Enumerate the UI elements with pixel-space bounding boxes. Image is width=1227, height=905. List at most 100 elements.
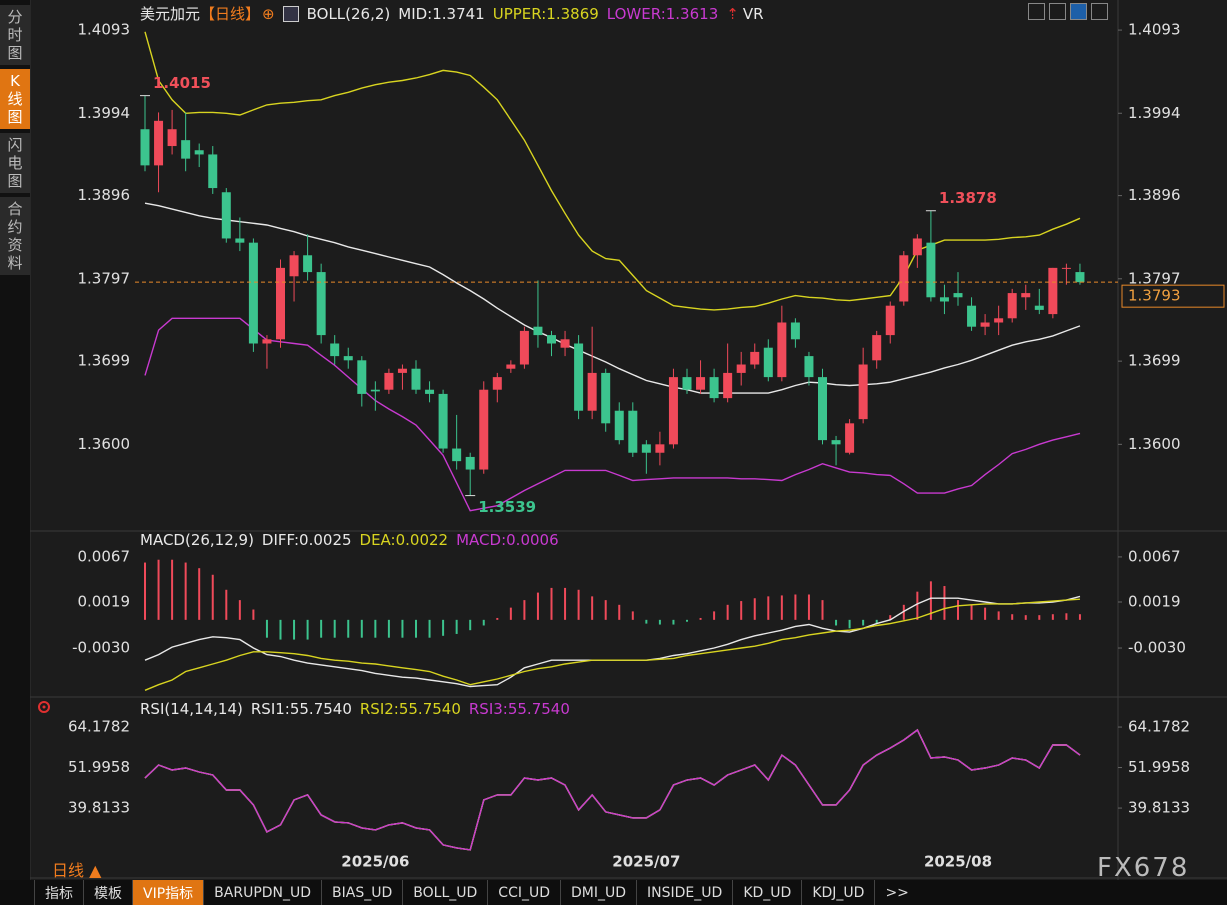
candle-body (154, 120, 164, 166)
indicator-line (144, 728, 1081, 851)
candle-body (289, 255, 299, 277)
icon-button[interactable] (1091, 3, 1108, 20)
last-price-box (1121, 284, 1225, 308)
icon-button[interactable] (1028, 3, 1045, 20)
candle-body (628, 410, 638, 453)
toolbar-tab[interactable]: 模板 (83, 880, 132, 905)
icon-button[interactable] (1070, 3, 1087, 20)
boll-icon[interactable] (282, 5, 299, 22)
candle-body (723, 372, 733, 399)
extreme-label: 1.4015 (153, 74, 211, 92)
candle-body (709, 377, 719, 399)
indicator-line (144, 728, 1081, 851)
toolbar-tab[interactable]: KD_UD (732, 880, 801, 905)
toolbar-tab[interactable]: BOLL_UD (402, 880, 487, 905)
legend-entry: LOWER:1.3613 (606, 4, 719, 23)
candle-body (492, 377, 502, 390)
period-switch[interactable]: 日线 ▲ (52, 861, 102, 880)
candle-body (221, 192, 231, 239)
switch-arrow[interactable]: ⇡ (726, 4, 739, 23)
toolbar-tab[interactable]: >> (874, 880, 918, 905)
candle-body (316, 272, 326, 336)
indicator-name: BOLL(26,2) (306, 4, 391, 23)
y2-tick-label: 1.3797 (1128, 269, 1181, 287)
period-text: 日线 (52, 861, 85, 880)
candle-body (790, 322, 800, 340)
candle-body (519, 330, 529, 365)
extra-indicator[interactable]: VR (742, 4, 764, 23)
candle-body (262, 339, 272, 344)
candle-body (994, 318, 1004, 323)
y2-tick-label: 64.1782 (1128, 718, 1190, 736)
period-label[interactable]: 【日线】 (200, 5, 261, 23)
candle-body (330, 343, 340, 357)
candle-body (370, 389, 380, 392)
y-tick-label: 1.3797 (78, 269, 131, 287)
y-tick-label: 0.0019 (78, 593, 131, 611)
rsi-icon-dot (42, 705, 46, 709)
extreme-label: 1.3878 (939, 189, 997, 207)
candle-body (384, 372, 394, 390)
candle-body (1034, 305, 1044, 310)
toolbar-tab[interactable]: CCI_UD (487, 880, 560, 905)
rsi-icon[interactable] (38, 701, 50, 713)
y-tick-label: 39.8133 (68, 799, 130, 817)
icon-button[interactable] (1049, 3, 1066, 20)
candle-body (506, 364, 516, 369)
candle-body (235, 238, 245, 243)
chart-canvas: 1.4093 1.4093 1.3994 1.3994 1.3896 1.3896 1.37… (29, 0, 1227, 880)
sidebar-tab[interactable]: K线图 (0, 69, 30, 129)
extreme-label: 1.3539 (478, 498, 536, 516)
candle-body (750, 351, 760, 365)
toolbar-tab[interactable]: INSIDE_UD (636, 880, 732, 905)
sidebar-tab[interactable]: 分时图 (0, 5, 30, 65)
candle-body (587, 372, 597, 411)
sidebar: 分时图 K线图 闪电图 合约资料 (0, 0, 30, 885)
y2-tick-label: 51.9958 (1128, 758, 1190, 776)
y-tick-label: 0.0067 (78, 547, 131, 565)
toolbar-tab[interactable]: 指标 (34, 880, 83, 905)
candle-body (872, 335, 882, 361)
candle-body (614, 410, 624, 441)
candle-body (208, 154, 218, 189)
candle-body (465, 456, 475, 470)
sidebar-tab[interactable]: 合约资料 (0, 197, 30, 275)
y-tick-label: 51.9958 (68, 758, 130, 776)
candle-body (601, 372, 611, 424)
candle-body (641, 444, 651, 453)
indicator-name: RSI(14,14,14) (140, 700, 243, 718)
y-tick-label: 1.3896 (78, 186, 131, 204)
x-tick-label: 2025/08 (924, 853, 992, 871)
y2-tick-label: 0.0067 (1128, 547, 1181, 565)
candle-body (967, 305, 977, 327)
candle-body (668, 377, 678, 445)
candle-body (357, 360, 367, 394)
y-tick-label: 1.4093 (78, 21, 131, 39)
toolbar-tab[interactable]: DMI_UD (560, 880, 636, 905)
candle-body (140, 129, 150, 166)
candle-body (980, 322, 990, 327)
toolbar-tab[interactable]: VIP指标 (132, 880, 204, 905)
candle-body (912, 238, 922, 256)
indicator-line (144, 317, 1081, 512)
toolbar-tab[interactable]: BIAS_UD (321, 880, 402, 905)
legend-entry: MACD:0.0006 (456, 531, 559, 549)
y2-tick-label: -0.0030 (1128, 639, 1186, 657)
toolbar-tab[interactable]: BARUPDN_UD (203, 880, 321, 905)
y2-tick-label: 1.3896 (1128, 186, 1181, 204)
candle-body (736, 364, 746, 373)
candle-body (831, 440, 841, 445)
legend-entry: RSI3:55.7540 (468, 700, 570, 718)
candle-body (818, 377, 827, 441)
macd-header: MACD(26,12,9) DIFF:0.0025 DEA:0.0022 MAC… (140, 531, 559, 549)
y-tick-label: 64.1782 (68, 718, 130, 736)
toolbar-tab[interactable]: KDJ_UD (801, 880, 874, 905)
x-tick-label: 2025/07 (612, 853, 680, 871)
sidebar-tab[interactable]: 闪电图 (0, 133, 30, 193)
legend-entry: RSI1:55.7540 (250, 700, 352, 718)
candle-body (763, 347, 773, 378)
add-icon[interactable]: ⊕ (262, 4, 275, 23)
y-tick-label: 1.3600 (78, 435, 131, 453)
instrument-title: 美元加元 (140, 5, 201, 23)
